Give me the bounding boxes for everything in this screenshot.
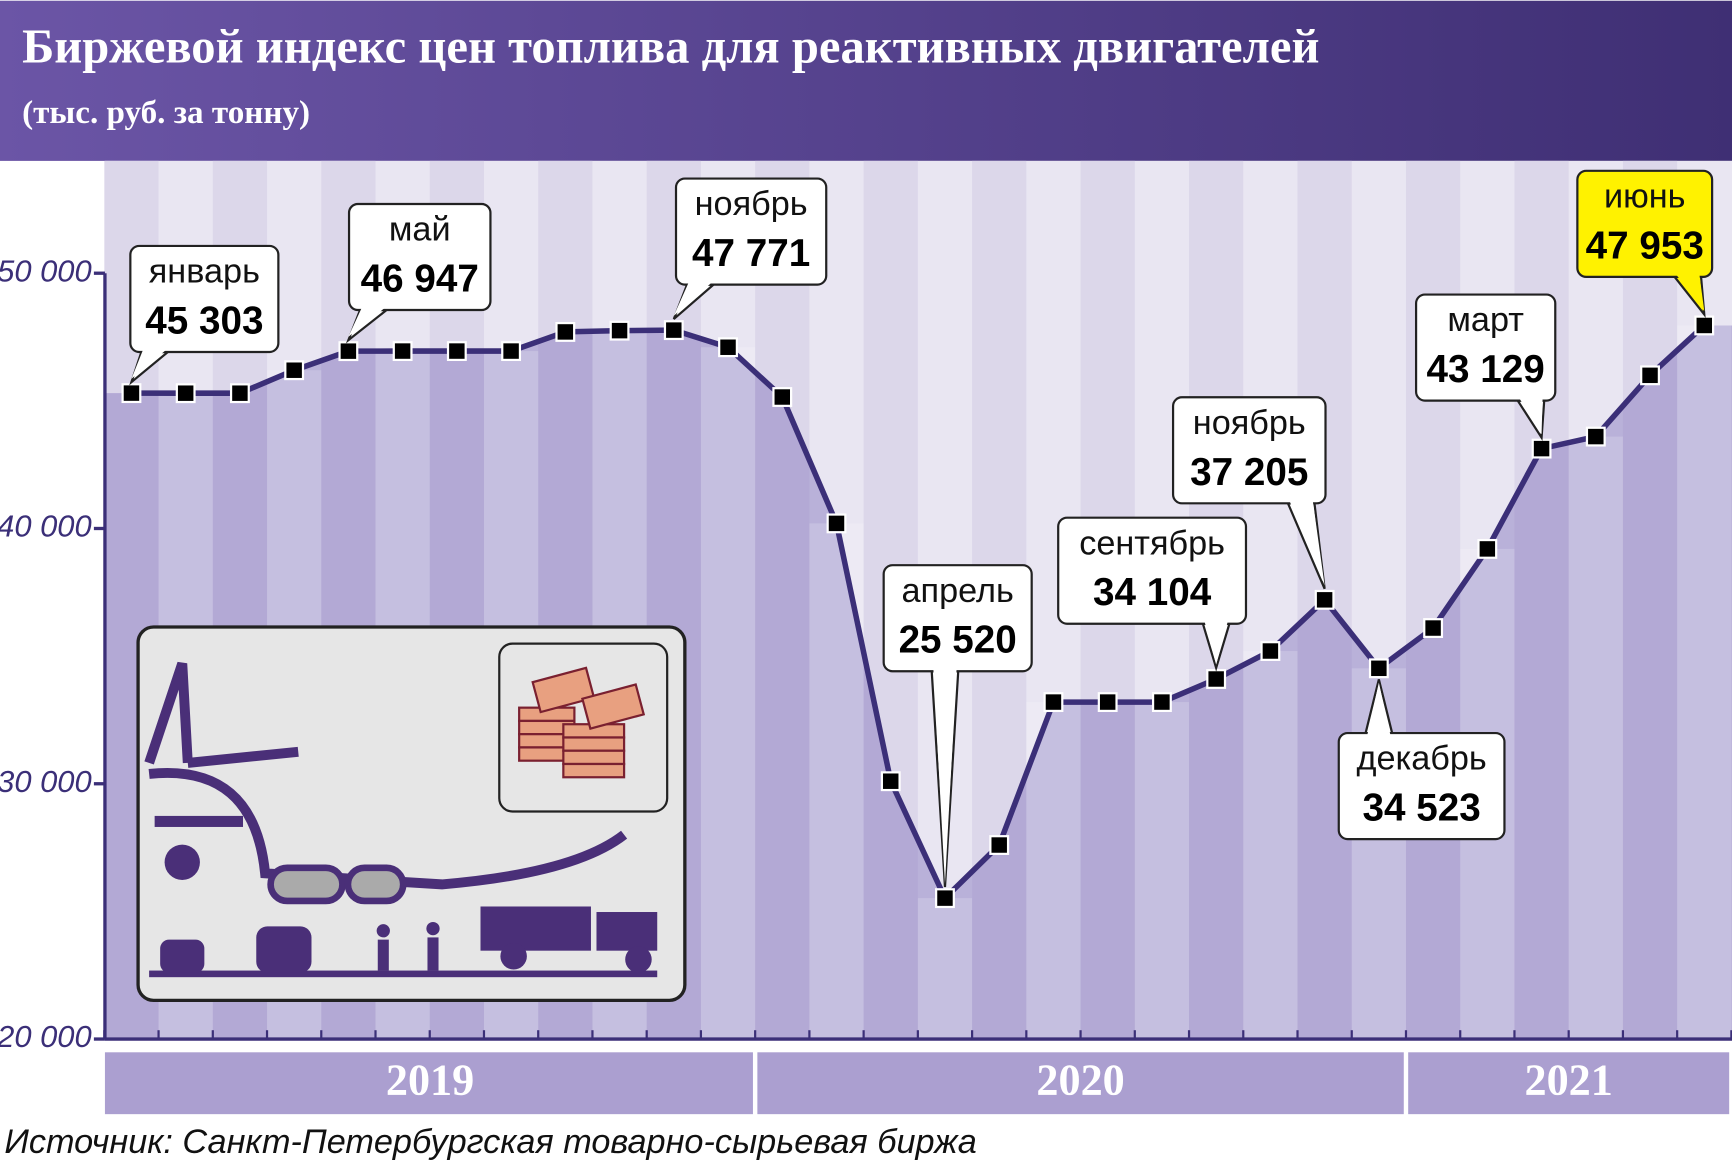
point: [1260, 641, 1281, 661]
callout-tail: [1519, 398, 1543, 435]
callout-tail: [673, 282, 712, 316]
point: [880, 771, 901, 792]
callout-box: [347, 202, 492, 312]
chart-subtitle: (тыс. руб. за тонну): [22, 94, 310, 131]
point: [284, 360, 305, 381]
year-band: [757, 1052, 1404, 1115]
callout-month: сентябрь: [1079, 524, 1225, 562]
callout-month: декабрь: [1356, 740, 1486, 778]
point: [663, 320, 684, 341]
point: [446, 341, 467, 362]
callout-tail: [933, 669, 957, 884]
callout-box: [1171, 396, 1327, 505]
point: [501, 341, 522, 362]
point: [229, 383, 250, 404]
stripe: [1026, 702, 1081, 1040]
year-label: 2020: [1036, 1055, 1124, 1104]
value-label: 43 129: [1427, 348, 1545, 391]
year-band: [104, 1052, 753, 1115]
callout-month: ноябрь: [695, 185, 808, 223]
value-label: 25 520: [899, 619, 1017, 662]
year-label: 2019: [386, 1055, 474, 1104]
callout-box: [1576, 169, 1714, 278]
point: [175, 383, 196, 404]
value-label: 34 104: [1093, 571, 1212, 614]
value-label: 45 303: [145, 299, 263, 342]
point: [718, 337, 738, 358]
value-label: 34 523: [1362, 787, 1480, 830]
callout-month: май: [389, 211, 451, 249]
callout-tail: [1367, 682, 1391, 736]
stripe: [917, 898, 973, 1040]
point: [1043, 692, 1064, 713]
callout-month: ноябрь: [1193, 404, 1306, 442]
point: [1585, 426, 1606, 447]
point: [555, 321, 576, 342]
stripe: [1134, 702, 1190, 1040]
point: [772, 387, 793, 407]
callout-tail: [1676, 274, 1705, 312]
y-tick-label: 40 000: [0, 509, 92, 544]
point: [392, 341, 413, 362]
chart-title: Биржевой индекс цен топлива для реактивн…: [22, 20, 1319, 74]
callout-box: [1057, 516, 1248, 625]
point: [1206, 669, 1227, 689]
stripe: [700, 347, 756, 1040]
stripe: [1568, 436, 1623, 1040]
value-label: 47 771: [692, 232, 810, 275]
y-tick-label: 30 000: [0, 764, 92, 799]
point: [1423, 618, 1444, 638]
stripe: [1243, 651, 1298, 1040]
callout-box: [129, 244, 280, 354]
year-band: [1408, 1052, 1730, 1115]
point: [935, 888, 955, 909]
value-label: 37 205: [1190, 451, 1308, 494]
point: [1477, 538, 1498, 559]
y-tick-label: 20 000: [0, 1019, 92, 1054]
point: [121, 383, 142, 404]
point: [1314, 589, 1335, 610]
year-label: 2021: [1525, 1055, 1613, 1104]
callout-box: [1414, 293, 1557, 402]
callouts: январь 45 303 май 46 947 ноябрь 47 771 апрель 2…: [129, 169, 1714, 888]
point: [1531, 438, 1552, 459]
value-label: 47 953: [1586, 224, 1704, 267]
point: [826, 513, 847, 534]
callout-box: [882, 564, 1033, 673]
callout-month: апрель: [902, 572, 1014, 610]
callout-month: январь: [149, 253, 260, 291]
illustration: [136, 625, 687, 1003]
callout-month: март: [1447, 301, 1524, 339]
stripe: [1677, 325, 1732, 1040]
callout-box: [674, 177, 828, 286]
point: [1151, 692, 1172, 713]
point: [609, 320, 630, 341]
header: [0, 0, 1732, 161]
point: [989, 835, 1010, 855]
point: [1640, 365, 1660, 386]
point: [1694, 315, 1715, 336]
point: [338, 341, 359, 362]
callout-month: июнь: [1604, 177, 1686, 215]
source: Источник: Санкт-Петербургская товарно-сы…: [4, 1123, 976, 1161]
callout-box: [1337, 731, 1506, 841]
y-tick-label: 50 000: [0, 253, 92, 288]
value-label: 46 947: [361, 258, 479, 301]
point: [1368, 658, 1389, 679]
callout-tail: [348, 307, 385, 337]
callout-tail: [1204, 621, 1228, 665]
point: [1097, 692, 1118, 713]
